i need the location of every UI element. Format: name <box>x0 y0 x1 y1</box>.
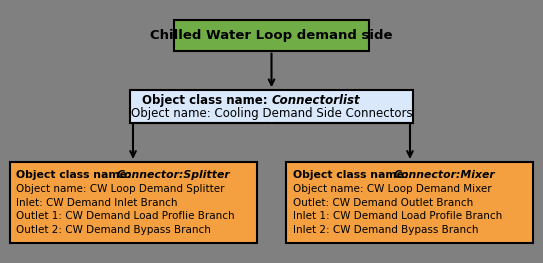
Text: Outlet 1: CW Demand Load Proflie Branch: Outlet 1: CW Demand Load Proflie Branch <box>16 211 235 221</box>
Text: Connectorlist: Connectorlist <box>272 94 360 107</box>
Text: Connector:Mixer: Connector:Mixer <box>394 170 496 180</box>
FancyBboxPatch shape <box>287 162 533 243</box>
Text: Object name: CW Loop Demand Splitter: Object name: CW Loop Demand Splitter <box>16 184 224 194</box>
Text: Inlet 1: CW Demand Load Profile Branch: Inlet 1: CW Demand Load Profile Branch <box>293 211 502 221</box>
Text: Connector:Splitter: Connector:Splitter <box>117 170 231 180</box>
FancyBboxPatch shape <box>174 21 369 50</box>
Text: Object class name:: Object class name: <box>16 170 135 180</box>
Text: Inlet 2: CW Demand Bypass Branch: Inlet 2: CW Demand Bypass Branch <box>293 225 478 235</box>
Text: Object class name:: Object class name: <box>142 94 272 107</box>
Text: Chilled Water Loop demand side: Chilled Water Loop demand side <box>150 29 393 42</box>
Text: Outlet: CW Demand Outlet Branch: Outlet: CW Demand Outlet Branch <box>293 198 473 208</box>
FancyBboxPatch shape <box>130 90 413 123</box>
Text: Inlet: CW Demand Inlet Branch: Inlet: CW Demand Inlet Branch <box>16 198 178 208</box>
Text: Object name: Cooling Demand Side Connectors: Object name: Cooling Demand Side Connect… <box>131 107 412 120</box>
Text: Object name: CW Loop Demand Mixer: Object name: CW Loop Demand Mixer <box>293 184 491 194</box>
FancyBboxPatch shape <box>9 162 257 243</box>
Text: Outlet 2: CW Demand Bypass Branch: Outlet 2: CW Demand Bypass Branch <box>16 225 211 235</box>
Text: Object class name:: Object class name: <box>293 170 412 180</box>
